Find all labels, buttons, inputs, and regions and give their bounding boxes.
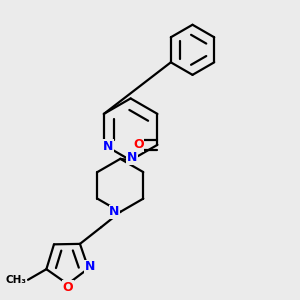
Text: CH₃: CH₃ xyxy=(5,275,26,285)
Text: N: N xyxy=(127,152,137,164)
Text: N: N xyxy=(85,260,95,274)
Text: O: O xyxy=(133,138,144,151)
Text: N: N xyxy=(109,206,120,218)
Text: O: O xyxy=(62,281,73,294)
Text: N: N xyxy=(103,140,113,153)
